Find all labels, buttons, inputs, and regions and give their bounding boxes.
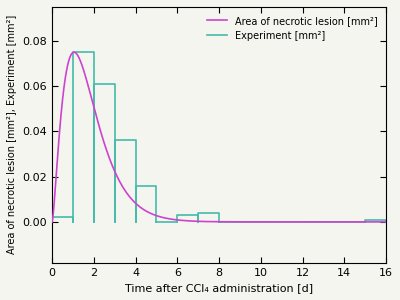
- X-axis label: Time after CCl₄ administration [d]: Time after CCl₄ administration [d]: [125, 283, 313, 293]
- Legend: Area of necrotic lesion [mm²], Experiment [mm²]: Area of necrotic lesion [mm²], Experimen…: [204, 12, 381, 44]
- Y-axis label: Area of necrotic lesion [mm²], Experiment [mm²]: Area of necrotic lesion [mm²], Experimen…: [7, 15, 17, 254]
